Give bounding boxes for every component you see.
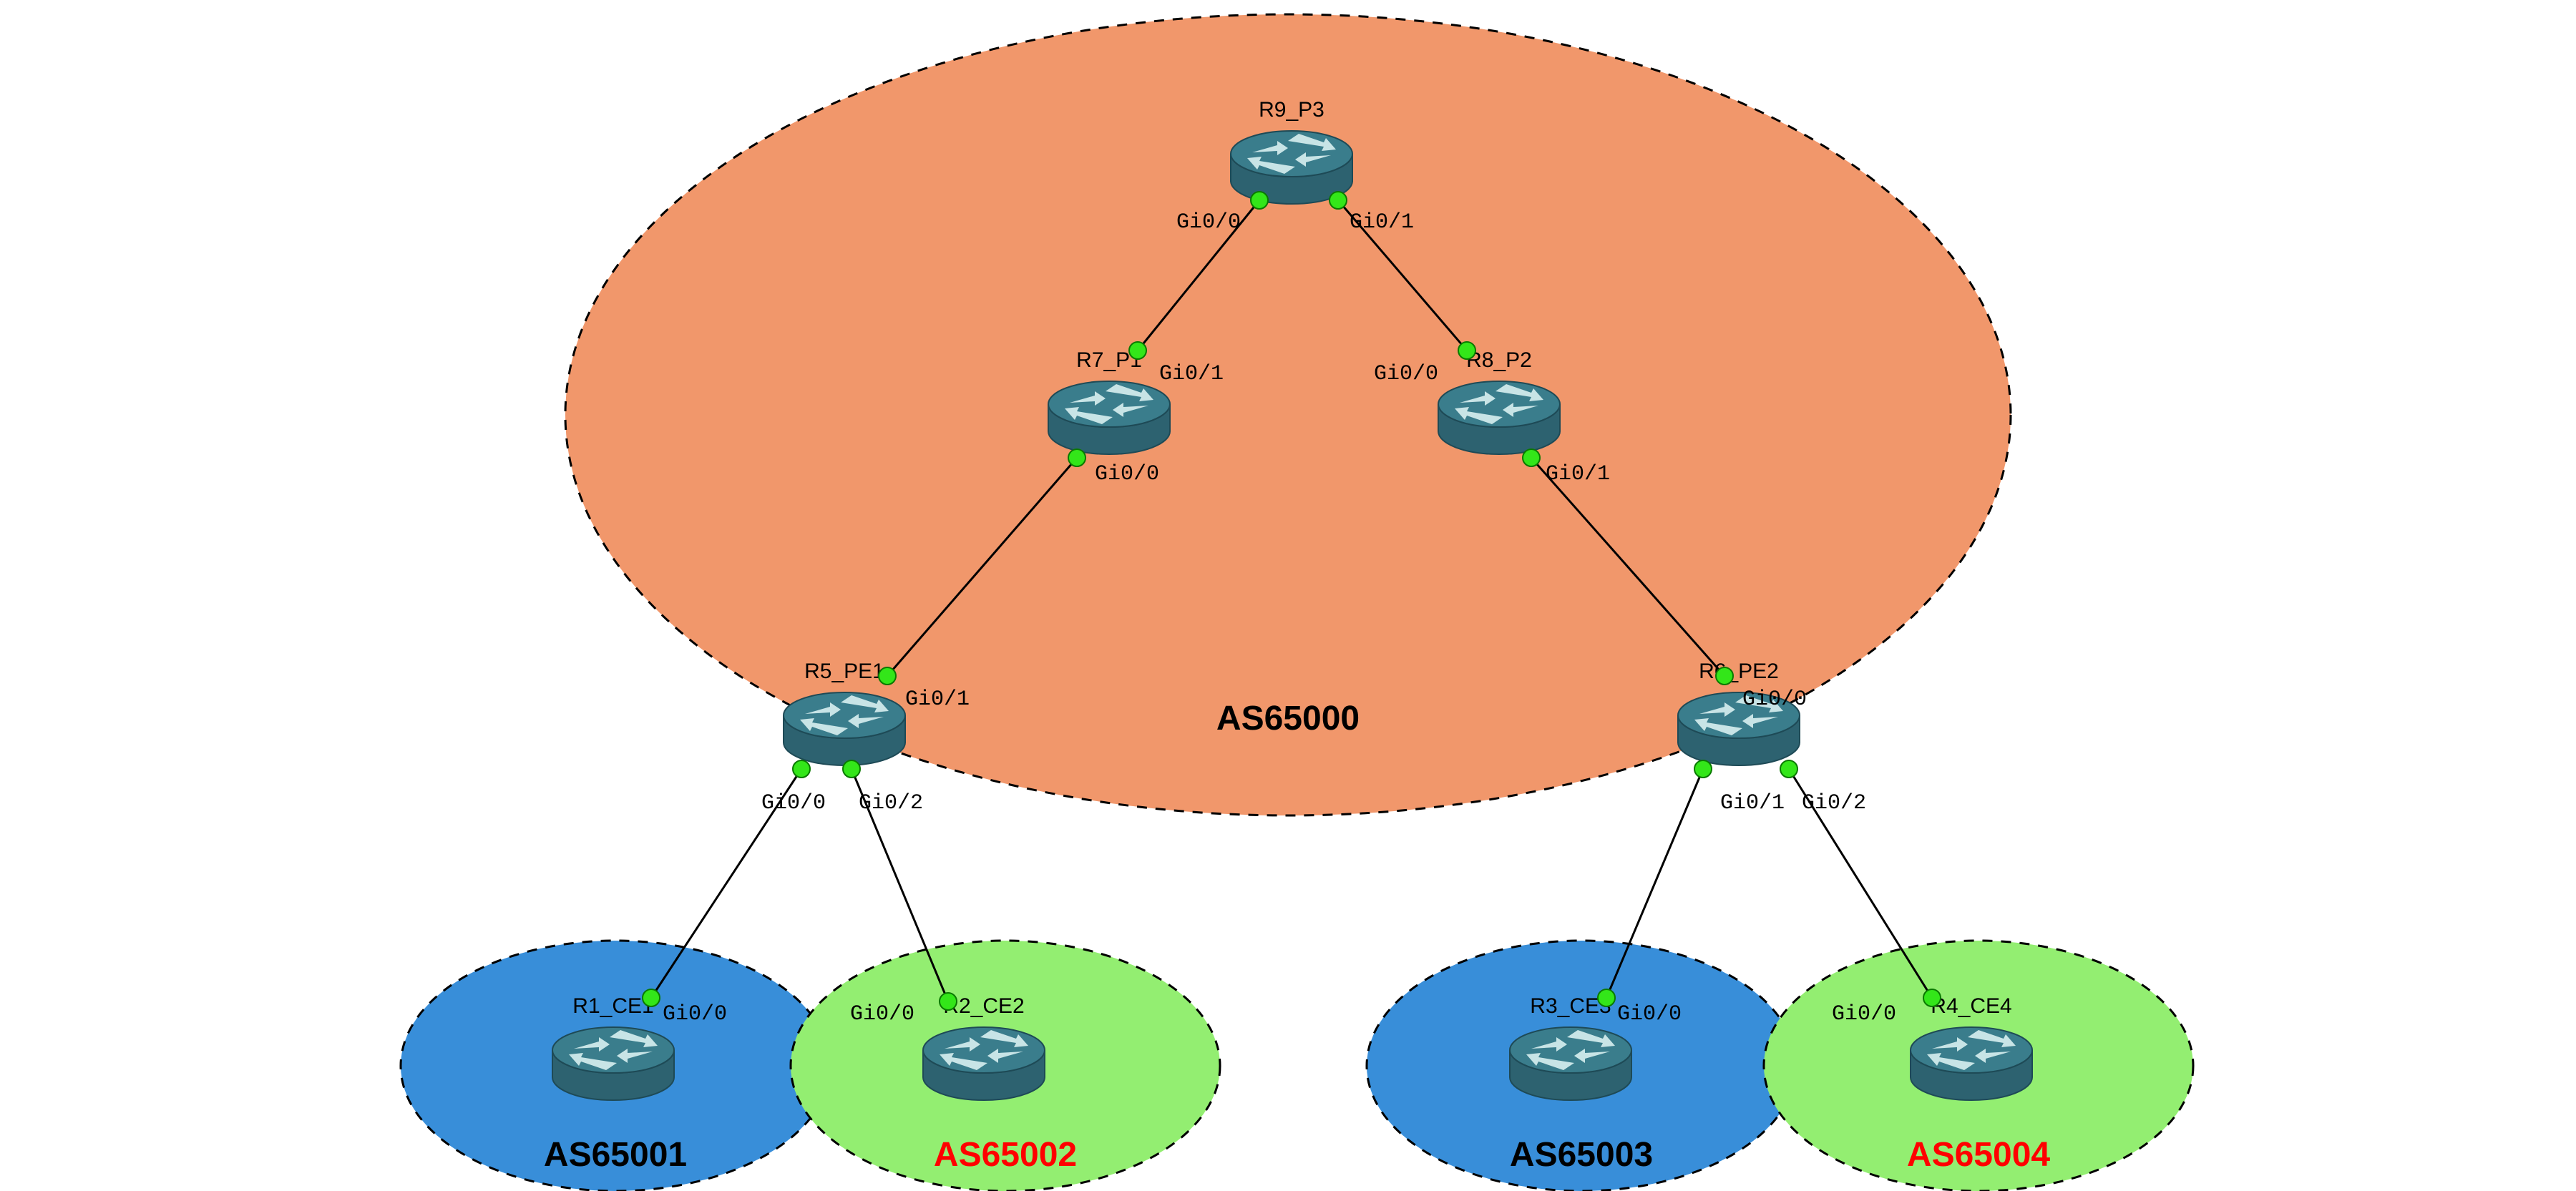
zone-label-as65002: AS65002 [934, 1136, 1077, 1174]
port-dot-13 [940, 993, 957, 1010]
router-label-r6: R6_PE2 [1699, 660, 1779, 683]
iface-label-0: Gi0/0 [1176, 210, 1241, 235]
port-dot-12 [643, 989, 660, 1006]
router-label-r5: R5_PE1 [804, 660, 884, 683]
iface-label-5: Gi0/1 [1546, 462, 1610, 486]
port-dot-4 [1068, 449, 1085, 466]
port-dot-5 [1523, 449, 1540, 466]
port-dot-0 [1251, 192, 1268, 209]
iface-label-1: Gi0/1 [1350, 210, 1414, 235]
iface-label-14: Gi0/0 [1617, 1002, 1682, 1026]
iface-label-9: Gi0/2 [859, 791, 923, 815]
iface-label-11: Gi0/2 [1802, 791, 1866, 815]
port-dot-9 [843, 760, 860, 778]
port-dot-3 [1458, 342, 1475, 359]
iface-label-4: Gi0/0 [1095, 462, 1159, 486]
iface-label-2: Gi0/1 [1159, 362, 1224, 386]
port-dot-1 [1330, 192, 1347, 209]
port-dot-14 [1598, 989, 1615, 1006]
iface-label-10: Gi0/1 [1720, 791, 1785, 815]
iface-label-6: Gi0/1 [905, 687, 970, 712]
router-label-r4: R4_CE4 [1931, 994, 2011, 1018]
port-dot-7 [1716, 667, 1733, 685]
zone-label-as65003: AS65003 [1510, 1136, 1653, 1174]
port-dot-8 [793, 760, 810, 778]
iface-label-3: Gi0/0 [1374, 362, 1438, 386]
iface-label-12: Gi0/0 [663, 1002, 727, 1026]
port-dot-10 [1694, 760, 1712, 778]
router-label-r9: R9_P3 [1259, 98, 1324, 122]
port-dot-2 [1129, 342, 1146, 359]
zone-label-as65000: AS65000 [1216, 700, 1360, 737]
port-dot-15 [1923, 989, 1941, 1006]
iface-label-8: Gi0/0 [761, 791, 826, 815]
router-label-r8: R8_P2 [1466, 348, 1532, 372]
iface-label-7: Gi0/0 [1742, 687, 1807, 712]
router-label-r1: R1_CE1 [572, 994, 653, 1018]
iface-label-15: Gi0/0 [1832, 1002, 1896, 1026]
zone-label-as65004: AS65004 [1907, 1136, 2050, 1174]
zone-label-as65001: AS65001 [544, 1136, 687, 1174]
port-dot-11 [1780, 760, 1797, 778]
iface-label-13: Gi0/0 [850, 1002, 914, 1026]
port-dot-6 [879, 667, 896, 685]
